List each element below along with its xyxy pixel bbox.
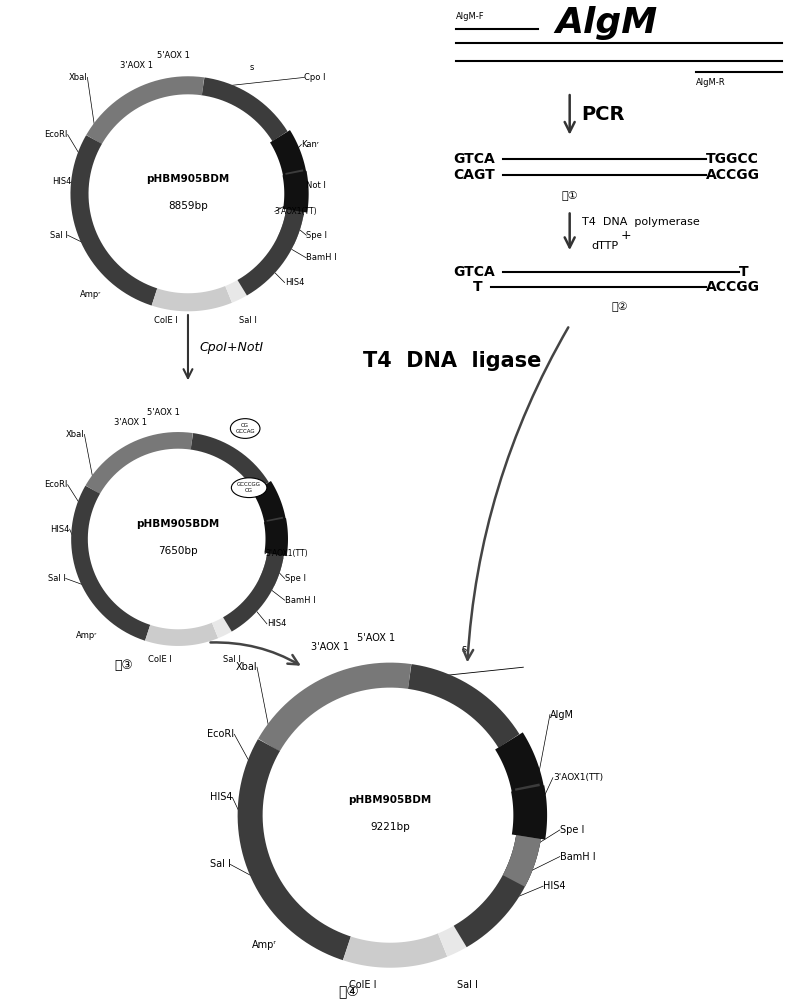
Text: Sal I: Sal I (239, 316, 257, 325)
Text: HIS4: HIS4 (267, 619, 287, 628)
Text: GTCA: GTCA (453, 152, 495, 166)
Text: CpoI+NotI: CpoI+NotI (200, 341, 264, 354)
Text: 3'AOX 1: 3'AOX 1 (121, 61, 154, 70)
Text: 图④: 图④ (338, 986, 359, 1000)
Text: Sal I: Sal I (47, 574, 66, 583)
Text: HIS4: HIS4 (285, 278, 304, 287)
Text: s: s (461, 644, 466, 654)
Text: Sal I: Sal I (209, 859, 230, 869)
Text: Spe I: Spe I (285, 574, 306, 583)
Text: TGGCC: TGGCC (706, 152, 758, 166)
Text: AlgM: AlgM (550, 710, 574, 720)
Text: 5'AOX 1: 5'AOX 1 (157, 51, 190, 60)
Text: CAGT: CAGT (453, 168, 495, 182)
Text: T: T (739, 265, 749, 279)
Text: 8859bp: 8859bp (168, 201, 208, 211)
Text: ACCGG: ACCGG (706, 280, 760, 294)
Text: Spe I: Spe I (307, 231, 328, 240)
Text: 图③: 图③ (114, 659, 134, 672)
Text: CG: CG (242, 423, 250, 428)
Ellipse shape (230, 419, 260, 438)
Text: pHBM905BDM: pHBM905BDM (349, 795, 431, 805)
Text: HIS4: HIS4 (210, 792, 233, 802)
Text: AlgM-F: AlgM-F (456, 12, 485, 21)
Text: 图②: 图② (611, 302, 628, 312)
Text: T: T (473, 280, 483, 294)
Text: +: + (621, 229, 632, 242)
Text: pHBM905BDM: pHBM905BDM (147, 174, 229, 184)
Text: HIS4: HIS4 (543, 881, 566, 891)
Text: GCCCGG: GCCCGG (237, 482, 261, 487)
Text: GTCA: GTCA (453, 265, 495, 279)
Text: EcoRI: EcoRI (207, 729, 234, 739)
Text: HIS4: HIS4 (50, 525, 69, 534)
Text: 9221bp: 9221bp (370, 822, 410, 832)
Text: Cpo I: Cpo I (304, 73, 326, 82)
Text: s: s (235, 420, 240, 429)
Text: Ampʳ: Ampʳ (76, 631, 97, 640)
Text: Ampʳ: Ampʳ (80, 290, 101, 299)
Text: Ampʳ: Ampʳ (252, 940, 277, 950)
Text: Sal I: Sal I (50, 231, 68, 240)
Text: EcoRI: EcoRI (44, 130, 68, 139)
Text: Kanʳ: Kanʳ (301, 140, 320, 149)
Text: 5'AOX 1: 5'AOX 1 (147, 408, 180, 417)
Text: 3'AOX1(TT): 3'AOX1(TT) (265, 549, 308, 558)
Text: PCR: PCR (581, 105, 625, 124)
Text: ColE I: ColE I (148, 655, 172, 664)
Text: BamH I: BamH I (559, 852, 596, 862)
Text: Sal I: Sal I (457, 980, 478, 990)
Ellipse shape (231, 478, 267, 498)
Text: CG: CG (246, 488, 253, 493)
Text: s: s (249, 63, 254, 72)
Text: 图①: 图① (562, 190, 579, 200)
Text: 7650bp: 7650bp (159, 546, 198, 556)
Text: EcoRI: EcoRI (44, 480, 68, 489)
Text: GCCAG: GCCAG (235, 429, 255, 434)
Text: HIS4: HIS4 (52, 177, 72, 186)
Text: 3'AOX1(TT): 3'AOX1(TT) (275, 207, 317, 216)
Text: 3'AOX 1: 3'AOX 1 (311, 642, 349, 652)
Text: Xbal: Xbal (68, 73, 88, 82)
Text: ColE I: ColE I (349, 980, 376, 990)
Text: BamH I: BamH I (285, 596, 316, 605)
Text: Sal I: Sal I (224, 655, 242, 664)
Text: T4  DNA  polymerase: T4 DNA polymerase (581, 217, 700, 227)
Text: pHBM905BDM: pHBM905BDM (137, 519, 220, 529)
Text: Xbal: Xbal (66, 430, 85, 439)
Text: 3'AOX 1: 3'AOX 1 (114, 418, 147, 427)
Text: BamH I: BamH I (307, 253, 337, 262)
Text: Not I: Not I (307, 181, 326, 190)
Text: Spe I: Spe I (559, 825, 584, 835)
Text: T4  DNA  ligase: T4 DNA ligase (362, 351, 541, 371)
Text: Xbal: Xbal (235, 662, 257, 672)
Text: ColE I: ColE I (155, 316, 178, 325)
Text: 5'AOX 1: 5'AOX 1 (357, 633, 395, 643)
Text: dTTP: dTTP (592, 241, 618, 251)
Text: 3'AOX1(TT): 3'AOX1(TT) (553, 773, 603, 782)
Text: AlgM-R: AlgM-R (696, 78, 725, 87)
Text: ACCGG: ACCGG (706, 168, 760, 182)
Text: AlgM: AlgM (555, 6, 657, 40)
